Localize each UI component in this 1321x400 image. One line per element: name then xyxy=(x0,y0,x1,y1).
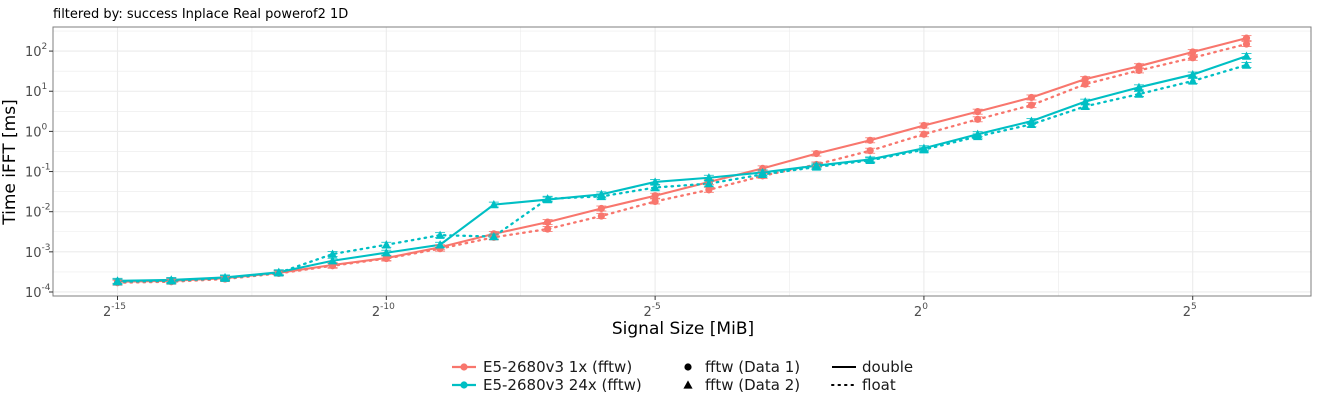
y-tick-label: 100 xyxy=(25,122,48,140)
legend-key-point xyxy=(460,363,468,371)
legend-key-circle xyxy=(684,363,692,371)
data-point-e5_1x-float xyxy=(651,197,659,206)
data-point-e5_1x-double xyxy=(543,218,552,226)
y-tick-label: 10-3 xyxy=(25,243,51,261)
data-point-e5_24x-float xyxy=(435,230,445,239)
data-point-e5_24x-float xyxy=(1026,119,1037,128)
x-tick-label: 2-10 xyxy=(372,302,395,320)
data-point-e5_24x-float xyxy=(274,268,284,277)
data-point-e5_24x-double xyxy=(1241,51,1252,60)
marker-layer xyxy=(112,34,1252,287)
data-point-e5_24x-float xyxy=(1080,101,1090,111)
data-point-e5_24x-float xyxy=(489,231,499,241)
y-tick-label: 101 xyxy=(25,82,47,100)
x-axis: 2-15 2-10 2-5 20 25 xyxy=(103,296,1197,320)
legend-label: E5-2680v3 1x (fftw) xyxy=(483,358,632,376)
data-point-e5_24x-float xyxy=(1241,60,1252,69)
legend-label: fftw (Data 1) xyxy=(705,358,800,376)
x-tick-label: 2-15 xyxy=(103,302,126,320)
data-point-e5_1x-double xyxy=(1027,93,1036,102)
data-point-e5_1x-double xyxy=(812,149,821,158)
grid-major xyxy=(53,27,1311,296)
series-line-float-e5_1x xyxy=(116,42,1248,284)
data-point-e5_1x-double xyxy=(597,204,605,213)
data-point-e5_1x-double xyxy=(1242,34,1251,42)
data-point-e5_24x-double xyxy=(1080,97,1090,106)
data-point-e5_24x-double xyxy=(381,248,391,257)
data-point-e5_1x-float xyxy=(705,186,713,194)
data-point-e5_1x-float xyxy=(866,147,874,155)
x-tick-label: 2-5 xyxy=(643,302,660,320)
data-point-e5_1x-float xyxy=(974,115,982,123)
data-point-e5_24x-float xyxy=(112,277,123,286)
data-point-e5_1x-float xyxy=(597,212,605,220)
data-point-e5_24x-float xyxy=(973,131,983,141)
series-line-float-e5_24x xyxy=(116,63,1248,283)
data-point-e5_24x-float xyxy=(865,155,875,165)
data-point-e5_24x-float xyxy=(650,182,660,192)
legend-label: E5-2680v3 24x (fftw) xyxy=(483,376,642,394)
legend-key-point xyxy=(460,381,468,389)
data-point-e5_24x-double xyxy=(435,240,445,249)
data-point-e5_1x-float xyxy=(1081,80,1089,88)
legend-label: double xyxy=(862,358,913,376)
data-point-e5_24x-double xyxy=(1134,82,1144,92)
data-point-e5_1x-double xyxy=(866,136,874,144)
y-tick-label: 10-4 xyxy=(25,283,51,301)
panel-background xyxy=(53,27,1311,296)
data-point-e5_1x-float xyxy=(1189,54,1197,62)
data-point-e5_1x-float xyxy=(1242,40,1251,48)
data-point-e5_24x-double xyxy=(327,256,338,265)
data-point-e5_1x-float xyxy=(382,254,390,263)
x-tick-label: 20 xyxy=(914,302,928,320)
legend-label: float xyxy=(862,376,896,394)
plot-panel xyxy=(52,26,1312,297)
x-axis-label: Signal Size [MiB] xyxy=(612,319,754,339)
series-layer xyxy=(116,37,1248,284)
y-axis-label: Time iFFT [ms] xyxy=(0,99,20,225)
y-axis: 10-4 10-3 10-2 10-1 100 101 102 xyxy=(25,42,53,301)
data-point-e5_1x-float xyxy=(920,130,928,138)
series-line-double-e5_24x xyxy=(117,55,1247,282)
data-point-e5_24x-float xyxy=(166,276,176,285)
data-point-e5_24x-float xyxy=(220,273,230,282)
data-point-e5_24x-double xyxy=(650,177,660,186)
data-point-e5_1x-float xyxy=(543,225,552,233)
data-point-e5_24x-float xyxy=(919,145,929,154)
grid-minor xyxy=(53,27,1311,296)
data-point-e5_1x-double xyxy=(974,108,982,116)
data-point-e5_1x-double xyxy=(1189,48,1197,56)
data-point-e5_24x-float xyxy=(327,249,338,258)
data-point-e5_24x-float xyxy=(758,169,768,179)
data-point-e5_24x-double xyxy=(1188,69,1198,79)
y-tick-label: 10-1 xyxy=(25,163,51,181)
data-point-e5_1x-float xyxy=(1135,66,1143,75)
data-point-e5_24x-float xyxy=(381,240,391,249)
chart-title: filtered by: success Inplace Real powero… xyxy=(53,7,348,22)
data-point-e5_1x-double xyxy=(920,121,928,130)
data-point-e5_24x-double xyxy=(704,173,714,182)
data-point-e5_24x-float xyxy=(1188,76,1198,85)
x-tick-label: 25 xyxy=(1183,302,1197,320)
data-point-e5_24x-float xyxy=(596,191,606,201)
data-point-e5_1x-float xyxy=(1027,101,1036,109)
y-tick-label: 102 xyxy=(25,42,47,60)
legend-label: fftw (Data 2) xyxy=(705,376,800,394)
legend: E5-2680v3 1x (fftw)E5-2680v3 24x (fftw) f… xyxy=(452,358,913,394)
data-point-e5_24x-double xyxy=(489,200,499,209)
panel-border xyxy=(52,26,1312,297)
data-point-e5_24x-float xyxy=(1134,89,1144,98)
y-tick-label: 10-2 xyxy=(25,203,51,221)
data-point-e5_1x-double xyxy=(651,192,659,200)
data-point-e5_24x-float xyxy=(542,194,553,203)
data-point-e5_24x-float xyxy=(704,179,714,188)
legend-key-triangle xyxy=(683,380,693,389)
data-point-e5_1x-double xyxy=(1081,75,1089,83)
data-point-e5_24x-float xyxy=(811,162,822,171)
